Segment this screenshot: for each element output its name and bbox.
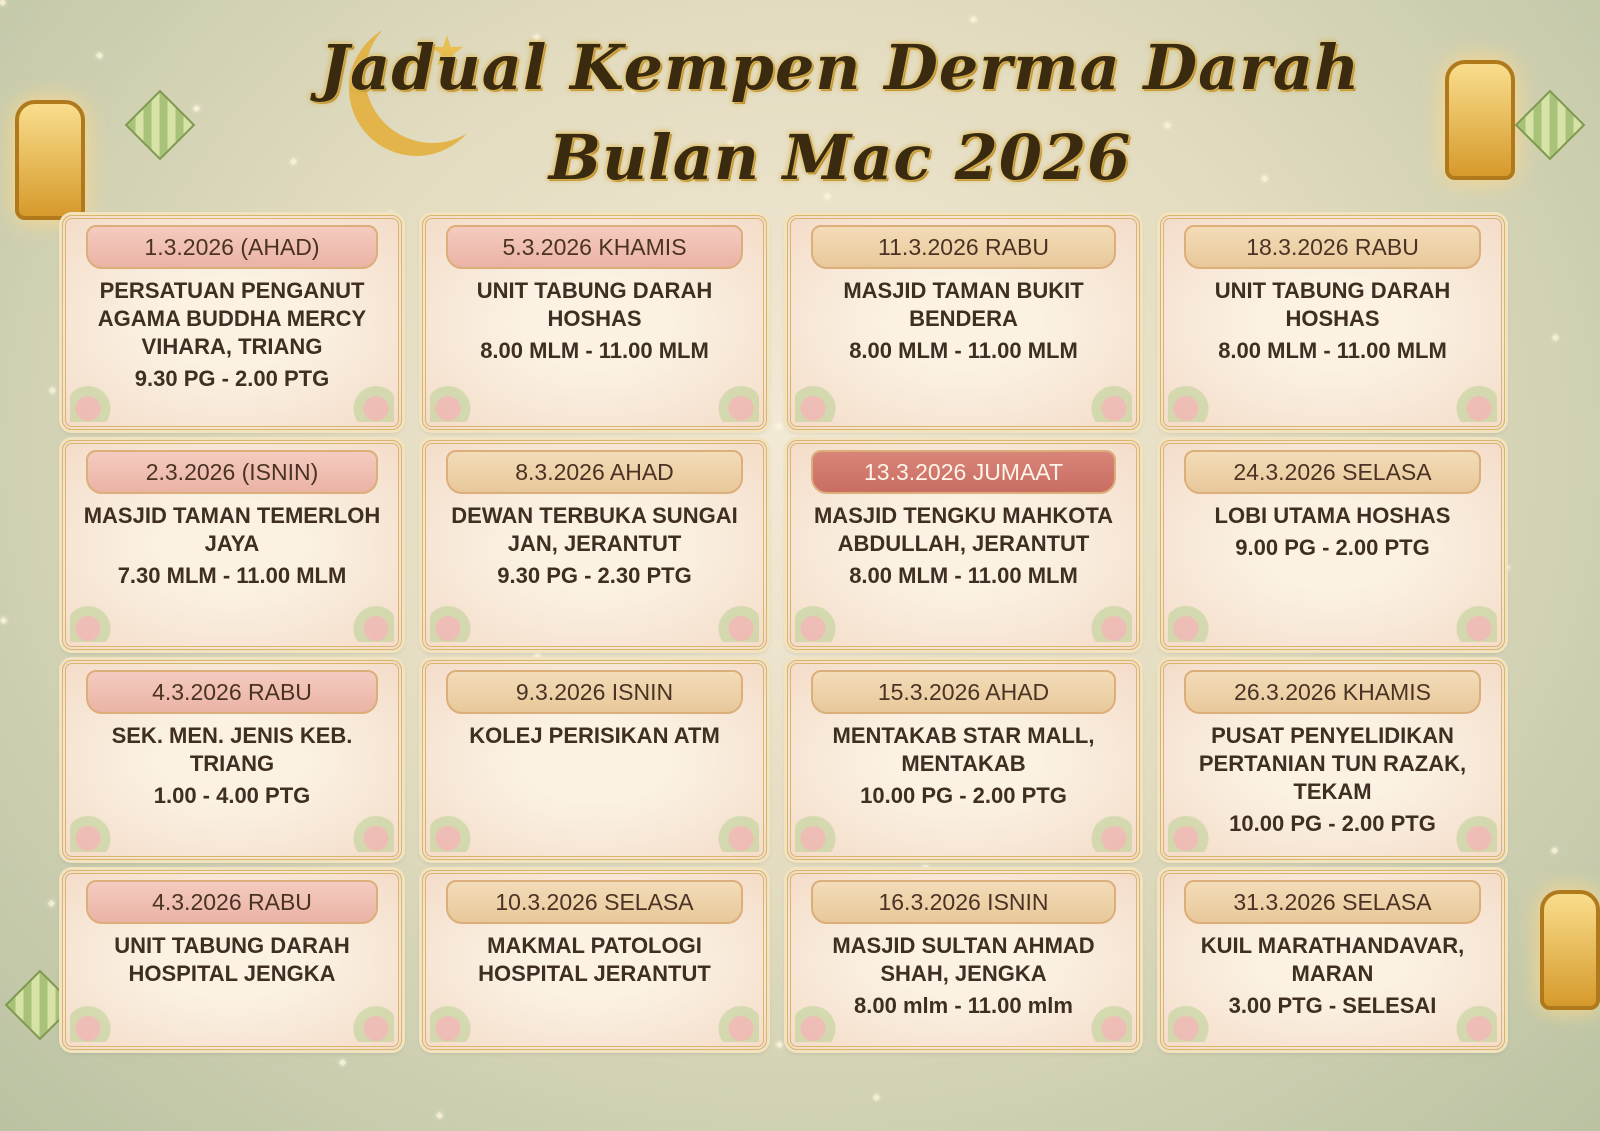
card-date: 18.3.2026 RABU xyxy=(1184,225,1481,269)
card-venue: UNIT TABUNG DARAH HOSHAS xyxy=(1214,278,1451,331)
card-time: 8.00 mlm - 11.00 mlm xyxy=(854,993,1073,1018)
schedule-card: 9.3.2026 ISNIN KOLEJ PERISIKAN ATM xyxy=(422,660,767,860)
sparkle-icon xyxy=(1551,333,1560,342)
sparkle-icon xyxy=(435,1111,444,1120)
card-time: 8.00 MLM - 11.00 MLM xyxy=(849,338,1078,363)
card-date: 8.3.2026 AHAD xyxy=(446,450,743,494)
card-date: 31.3.2026 SELASA xyxy=(1184,880,1481,924)
card-time: 9.30 PG - 2.30 PTG xyxy=(497,563,692,588)
card-time: 1.00 - 4.00 PTG xyxy=(153,783,311,808)
card-date: 2.3.2026 (ISNIN) xyxy=(86,450,378,494)
card-venue: PUSAT PENYELIDIKAN PERTANIAN TUN RAZAK, … xyxy=(1198,723,1467,804)
sparkle-icon xyxy=(1550,846,1559,855)
card-date: 24.3.2026 SELASA xyxy=(1184,450,1481,494)
schedule-card: 10.3.2026 SELASA MAKMAL PATOLOGI HOSPITAL… xyxy=(422,870,767,1050)
card-time: 8.00 MLM - 11.00 MLM xyxy=(480,338,709,363)
card-date: 9.3.2026 ISNIN xyxy=(446,670,743,714)
card-venue: MASJID SULTAN AHMAD SHAH, JENGKA xyxy=(832,933,1095,986)
card-date: 5.3.2026 KHAMIS xyxy=(446,225,743,269)
schedule-card: 2.3.2026 (ISNIN) MASJID TAMAN TEMERLOH JA… xyxy=(62,440,402,650)
sparkle-icon xyxy=(338,1058,347,1067)
sparkle-icon xyxy=(47,899,56,908)
schedule-card: 24.3.2026 SELASA LOBI UTAMA HOSHAS 9.00 PG… xyxy=(1160,440,1505,650)
lantern-bottom-right-icon xyxy=(1540,890,1600,1010)
card-date: 26.3.2026 KHAMIS xyxy=(1184,670,1481,714)
card-date: 4.3.2026 RABU xyxy=(86,880,378,924)
card-date: 13.3.2026 JUMAAT xyxy=(811,450,1116,494)
sparkle-icon xyxy=(969,15,978,24)
schedule-card: 11.3.2026 RABU MASJID TAMAN BUKIT BENDERA… xyxy=(787,215,1140,430)
card-venue: KUIL MARATHANDAVAR, MARAN xyxy=(1200,933,1465,986)
sparkle-icon xyxy=(0,616,8,625)
card-time: 7.30 MLM - 11.00 MLM xyxy=(117,563,347,588)
sparkle-icon xyxy=(48,386,57,395)
card-date: 4.3.2026 RABU xyxy=(86,670,378,714)
card-time: 8.00 MLM - 11.00 MLM xyxy=(1218,338,1447,363)
schedule-card: 31.3.2026 SELASA KUIL MARATHANDAVAR, MARA… xyxy=(1160,870,1505,1050)
card-time: 8.00 MLM - 11.00 MLM xyxy=(849,563,1078,588)
schedule-card: 5.3.2026 KHAMIS UNIT TABUNG DARAH HOSHAS 8… xyxy=(422,215,767,430)
poster-title-line1: Jadual Kempen Derma Darah xyxy=(319,31,1361,104)
card-time: 9.00 PG - 2.00 PTG xyxy=(1235,535,1430,560)
card-time: 3.00 PTG - SELESAI xyxy=(1228,993,1437,1018)
card-date: 15.3.2026 AHAD xyxy=(811,670,1116,714)
card-date: 10.3.2026 SELASA xyxy=(446,880,743,924)
lantern-right-icon xyxy=(1445,60,1515,180)
card-venue: MASJID TENGKU MAHKOTA ABDULLAH, JERANTUT xyxy=(813,503,1114,556)
card-venue: LOBI UTAMA HOSHAS xyxy=(1214,503,1451,528)
card-venue: KOLEJ PERISIKAN ATM xyxy=(469,723,720,748)
schedule-card: 4.3.2026 RABU UNIT TABUNG DARAH HOSPITAL … xyxy=(62,870,402,1050)
card-venue: DEWAN TERBUKA SUNGAI JAN, JERANTUT xyxy=(451,503,738,556)
card-time: 10.00 PG - 2.00 PTG xyxy=(1229,811,1436,836)
card-venue: MASJID TAMAN BUKIT BENDERA xyxy=(843,278,1084,331)
sparkle-icon xyxy=(0,0,7,7)
schedule-card: 8.3.2026 AHAD DEWAN TERBUKA SUNGAI JAN, J… xyxy=(422,440,767,650)
card-date: 11.3.2026 RABU xyxy=(811,225,1116,269)
card-date: 16.3.2026 ISNIN xyxy=(811,880,1116,924)
schedule-card: 1.3.2026 (AHAD) PERSATUAN PENGANUT AGAMA … xyxy=(62,215,402,430)
card-venue: UNIT TABUNG DARAH HOSPITAL JENGKA xyxy=(114,933,350,986)
card-venue: PERSATUAN PENGANUT AGAMA BUDDHA MERCY VI… xyxy=(97,278,367,359)
schedule-card: 4.3.2026 RABU SEK. MEN. JENIS KEB. TRIANG… xyxy=(62,660,402,860)
sparkle-icon xyxy=(872,1093,881,1102)
schedule-card: 16.3.2026 ISNIN MASJID SULTAN AHMAD SHAH,… xyxy=(787,870,1140,1050)
card-venue: UNIT TABUNG DARAH HOSHAS xyxy=(476,278,713,331)
schedule-card: 18.3.2026 RABU UNIT TABUNG DARAH HOSHAS 8.… xyxy=(1160,215,1505,430)
schedule-card: 15.3.2026 AHAD MENTAKAB STAR MALL, MENTAK… xyxy=(787,660,1140,860)
card-time: 9.30 PG - 2.00 PTG xyxy=(134,366,330,391)
card-time: 10.00 PG - 2.00 PTG xyxy=(860,783,1067,808)
lantern-left-icon xyxy=(15,100,85,220)
schedule-card: 13.3.2026 JUMAAT MASJID TENGKU MAHKOTA AB… xyxy=(787,440,1140,650)
poster-title-line2: Bulan Mac 2026 xyxy=(548,121,1132,194)
card-date: 1.3.2026 (AHAD) xyxy=(86,225,378,269)
schedule-card: 26.3.2026 KHAMIS PUSAT PENYELIDIKAN PERTA… xyxy=(1160,660,1505,860)
card-venue: SEK. MEN. JENIS KEB. TRIANG xyxy=(111,723,353,776)
card-venue: MAKMAL PATOLOGI HOSPITAL JERANTUT xyxy=(478,933,711,986)
card-venue: MENTAKAB STAR MALL, MENTAKAB xyxy=(832,723,1095,776)
schedule-grid: 1.3.2026 (AHAD) PERSATUAN PENGANUT AGAMA … xyxy=(62,215,1507,1050)
card-venue: MASJID TAMAN TEMERLOH JAYA xyxy=(83,503,381,556)
